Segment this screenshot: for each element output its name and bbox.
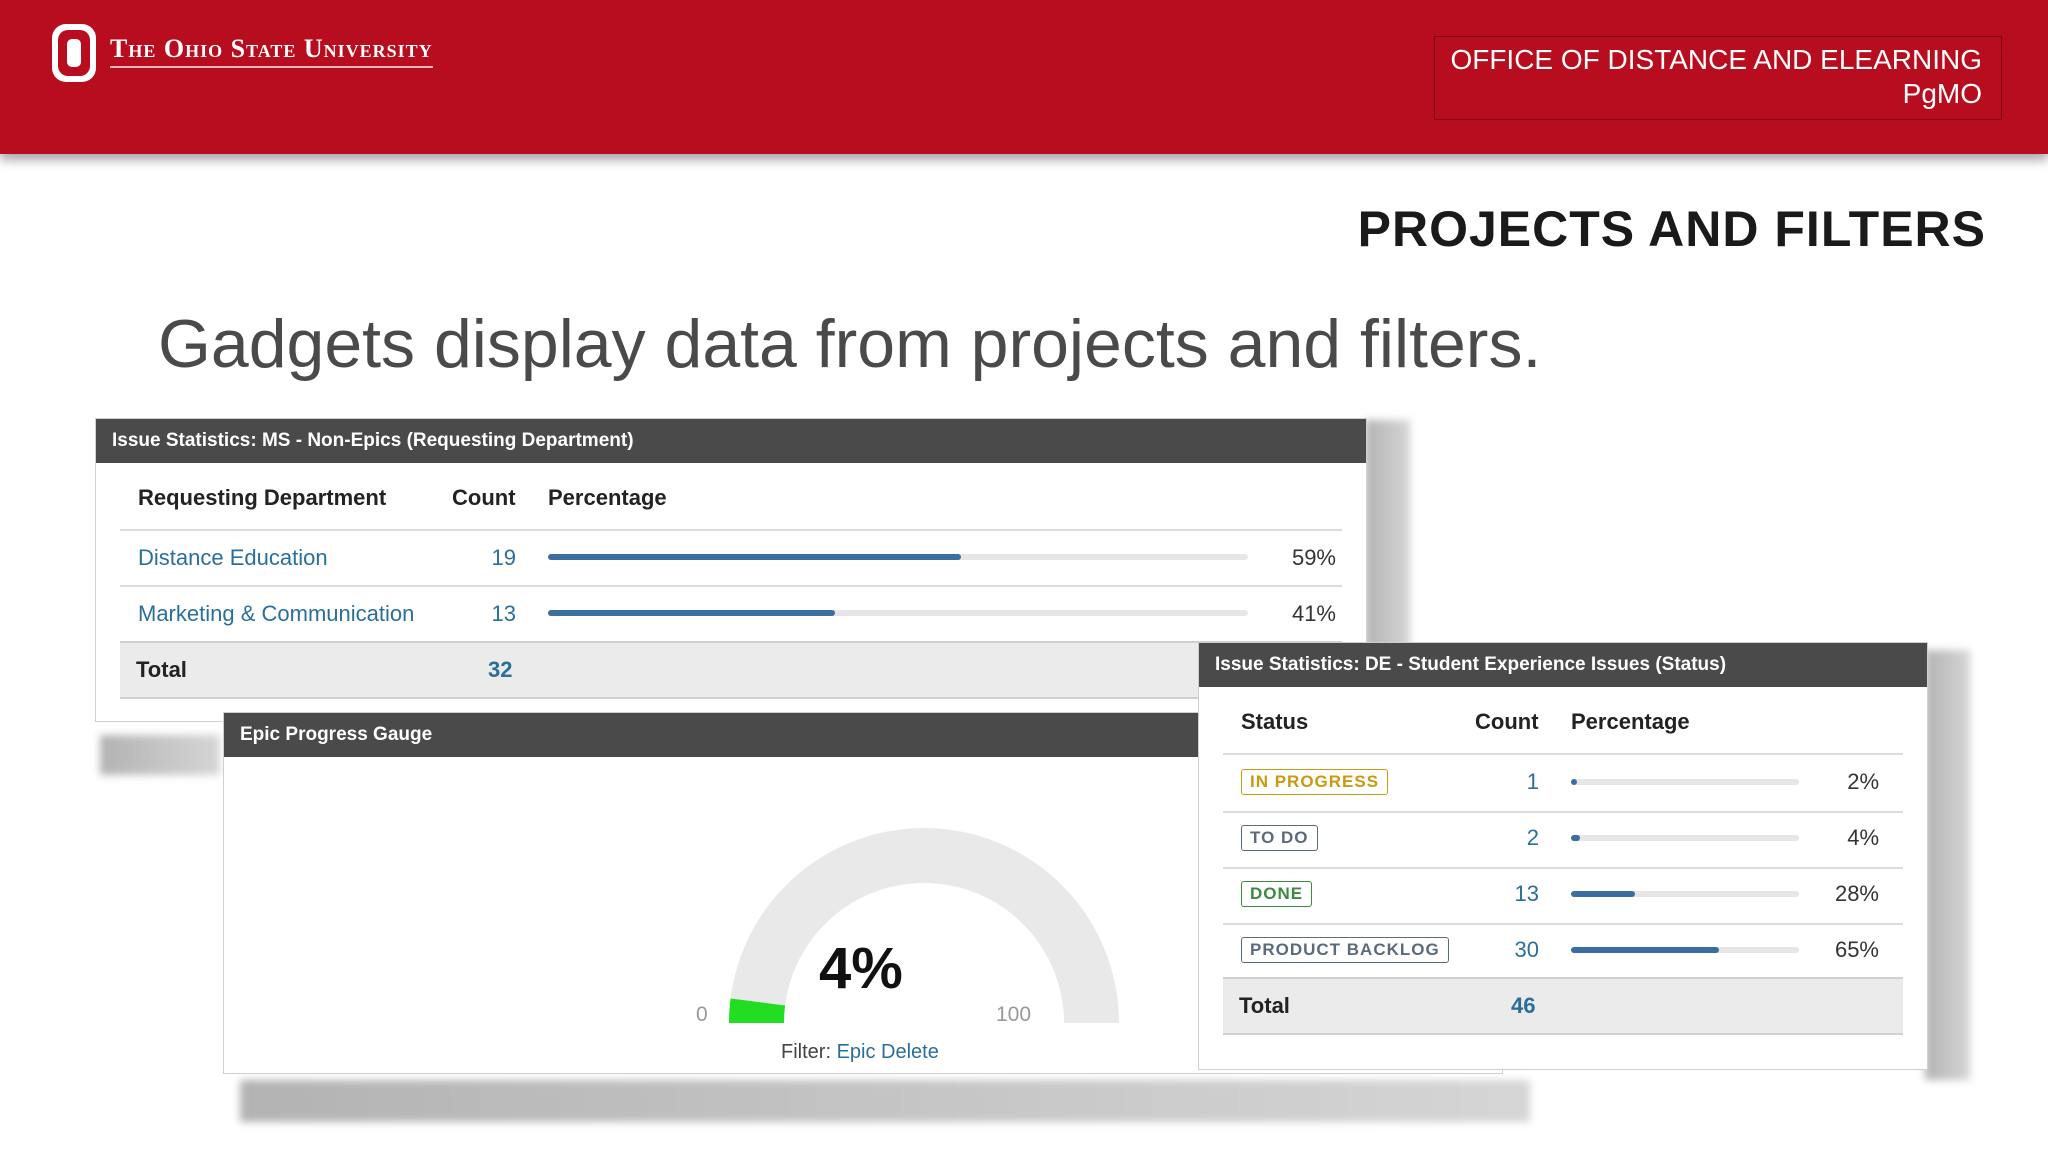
percentage-bar xyxy=(1571,835,1799,841)
status-lozenge: IN PROGRESS xyxy=(1241,769,1389,795)
row-percentage: 28% xyxy=(1834,881,1879,906)
row-percentage: 4% xyxy=(1847,825,1879,850)
filter-label: Filter: xyxy=(781,1041,831,1063)
percentage-bar-fill xyxy=(1571,891,1635,897)
row-count-link[interactable]: 2 xyxy=(1526,825,1539,850)
percentage-bar-fill xyxy=(548,554,961,560)
total-count-link[interactable]: 32 xyxy=(488,657,513,682)
column-header-percentage[interactable]: Percentage xyxy=(548,485,667,510)
row-count-link[interactable]: 13 xyxy=(1514,881,1539,906)
status-lozenge: PRODUCT BACKLOG xyxy=(1241,937,1449,963)
row-count-link[interactable]: 1 xyxy=(1526,769,1539,794)
percentage-bar-fill xyxy=(548,610,835,616)
row-divider xyxy=(120,585,1342,587)
row-percentage: 41% xyxy=(1291,601,1336,626)
row-label-link[interactable]: Distance Education xyxy=(138,545,328,570)
issue-statistics-de-gadget: Issue Statistics: DE - Student Experienc… xyxy=(1198,642,1928,1070)
column-header-count[interactable]: Count xyxy=(1475,709,1539,734)
total-label: Total xyxy=(136,657,187,682)
office-name: OFFICE OF DISTANCE AND ELEARNING xyxy=(1450,44,1982,75)
percentage-bar xyxy=(548,554,1248,560)
percentage-bar xyxy=(548,610,1248,616)
status-lozenge: TO DO xyxy=(1241,825,1318,851)
row-count-link[interactable]: 19 xyxy=(491,545,516,570)
percentage-bar xyxy=(1571,779,1799,785)
university-name: The Ohio State University xyxy=(110,34,433,68)
row-divider xyxy=(1223,923,1903,925)
row-divider xyxy=(1223,811,1903,813)
gauge-fill xyxy=(729,998,786,1023)
panel-shadow xyxy=(1925,650,1970,1080)
row-count-link[interactable]: 30 xyxy=(1514,937,1539,962)
row-count-link[interactable]: 13 xyxy=(491,601,516,626)
gauge-min-label: 0 xyxy=(696,1003,708,1026)
column-header-percentage[interactable]: Percentage xyxy=(1571,709,1690,734)
block-o-logo-icon xyxy=(52,24,96,82)
percentage-bar-fill xyxy=(1571,779,1577,785)
gadget-title: Issue Statistics: DE - Student Experienc… xyxy=(1199,643,1927,687)
row-percentage: 65% xyxy=(1834,937,1879,962)
gauge-chart xyxy=(729,828,1119,1023)
slide-title: PROJECTS AND FILTERS xyxy=(1357,201,1986,257)
gauge-value: 4% xyxy=(819,936,903,1001)
percentage-bar-fill xyxy=(1571,835,1581,841)
header-banner: The Ohio State University OFFICE OF DIST… xyxy=(0,0,2048,154)
row-label-link[interactable]: Marketing & Communication xyxy=(138,601,415,626)
total-label: Total xyxy=(1239,993,1290,1018)
issue-statistics-ms-gadget: Issue Statistics: MS - Non-Epics (Reques… xyxy=(95,418,1367,722)
percentage-bar xyxy=(1571,947,1799,953)
total-row: Total 32 xyxy=(120,641,1342,699)
column-header-status[interactable]: Status xyxy=(1241,709,1309,734)
total-row: Total 46 xyxy=(1223,977,1903,1035)
column-header-count[interactable]: Count xyxy=(452,485,516,510)
header-divider xyxy=(1223,753,1903,755)
office-box xyxy=(1434,36,2002,120)
row-percentage: 59% xyxy=(1291,545,1336,570)
header-divider xyxy=(120,529,1342,531)
filter-link[interactable]: Epic Delete xyxy=(836,1041,939,1063)
gauge-max-label: 100 xyxy=(996,1003,1032,1026)
row-divider xyxy=(1223,867,1903,869)
percentage-bar-fill xyxy=(1571,947,1720,953)
percentage-bar xyxy=(1571,891,1799,897)
column-header-department[interactable]: Requesting Department xyxy=(138,485,387,510)
slide-subtitle: Gadgets display data from projects and f… xyxy=(158,306,1542,382)
total-count-link[interactable]: 46 xyxy=(1511,993,1536,1018)
status-lozenge: DONE xyxy=(1241,881,1313,907)
gauge-track xyxy=(729,828,1119,1023)
office-unit: PgMO xyxy=(1902,78,1982,109)
panel-shadow xyxy=(240,1080,1530,1122)
panel-shadow xyxy=(100,735,220,775)
gadget-title: Issue Statistics: MS - Non-Epics (Reques… xyxy=(96,419,1366,463)
filter-line: Filter: Epic Delete xyxy=(781,1041,939,1064)
row-percentage: 2% xyxy=(1847,769,1879,794)
